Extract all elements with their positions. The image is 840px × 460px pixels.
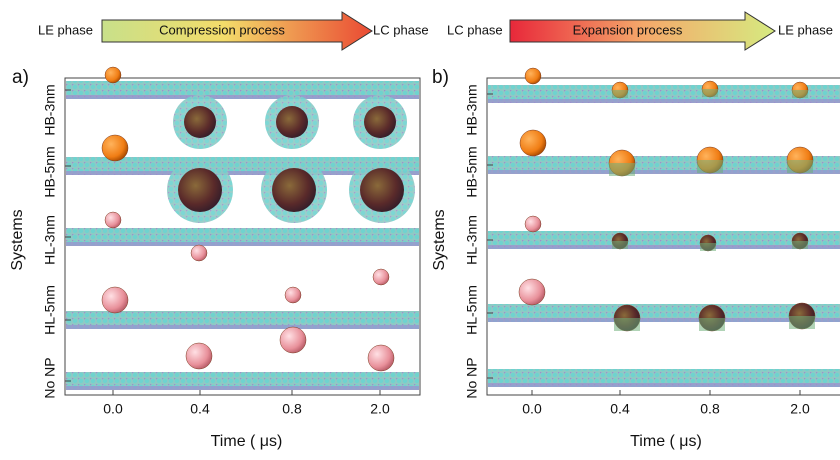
membrane-edge [488, 170, 840, 174]
coating [612, 241, 628, 249]
system-label: HL-5nm [42, 285, 58, 335]
membrane [66, 311, 419, 329]
membrane-edge [66, 386, 419, 390]
membrane-edge [488, 318, 840, 322]
nanoparticle [364, 106, 396, 138]
phase-end: LE phase [778, 22, 833, 37]
membrane [66, 157, 419, 175]
phase-end: LC phase [373, 22, 429, 37]
nanoparticle [518, 278, 546, 306]
system-label: HL-3nm [464, 215, 480, 265]
system-label: HB-3nm [464, 84, 480, 135]
phase-start: LE phase [38, 22, 93, 37]
x-tick-label: 2.0 [790, 401, 810, 417]
membrane [66, 372, 419, 390]
membrane-edge [66, 95, 419, 99]
nanoparticle [104, 66, 122, 84]
coating [702, 89, 718, 97]
x-axis-label: Time ( μs) [211, 433, 283, 450]
coating [792, 90, 808, 98]
nanoparticle [279, 326, 307, 354]
coating [609, 163, 635, 176]
membrane [488, 369, 840, 387]
coating [792, 241, 808, 249]
nanoparticle [104, 211, 122, 229]
x-tick-label: 0.0 [522, 401, 542, 417]
process-arrow [509, 11, 776, 51]
x-tick-label: 0.4 [190, 401, 210, 417]
membrane [488, 85, 840, 103]
coating [697, 160, 723, 173]
membrane [488, 156, 840, 174]
coating [612, 90, 628, 98]
membrane-edge [488, 383, 840, 387]
panel-label: a) [12, 67, 29, 88]
system-label: HB-3nm [42, 84, 58, 135]
membrane-edge [488, 99, 840, 103]
coating [614, 318, 640, 331]
process-arrow [101, 11, 373, 51]
membrane-edge [66, 242, 419, 246]
system-label: HB-5nm [464, 146, 480, 197]
x-tick-label: 0.8 [700, 401, 720, 417]
system-label: No NP [42, 357, 58, 398]
membrane-edge [66, 325, 419, 329]
nanoparticle [284, 286, 302, 304]
nanoparticle [101, 134, 129, 162]
process-label: Expansion process [573, 22, 683, 37]
coating [787, 160, 813, 173]
nanoparticle [184, 106, 216, 138]
membrane [488, 304, 840, 322]
x-tick-label: 0.0 [103, 401, 123, 417]
coating [699, 318, 725, 331]
system-label: HB-5nm [42, 146, 58, 197]
membrane-edge [488, 245, 840, 249]
nanoparticle [276, 106, 308, 138]
membrane [488, 231, 840, 249]
x-tick-label: 2.0 [370, 401, 390, 417]
coating [700, 243, 716, 251]
membrane-edge [66, 171, 419, 175]
phase-start: LC phase [447, 22, 503, 37]
nanoparticle [272, 168, 316, 212]
nanoparticle [101, 286, 129, 314]
y-axis-label: Systems [9, 209, 26, 270]
nanoparticle [360, 168, 404, 212]
x-tick-label: 0.4 [610, 401, 630, 417]
nanoparticle [367, 344, 395, 372]
nanoparticle [190, 244, 208, 262]
coating [789, 316, 815, 329]
nanoparticle [519, 129, 547, 157]
system-label: No NP [464, 357, 480, 398]
nanoparticle [178, 168, 222, 212]
nanoparticle [185, 342, 213, 370]
process-label: Compression process [159, 22, 285, 37]
membrane [66, 81, 419, 99]
nanoparticle [524, 67, 542, 85]
x-axis-label: Time ( μs) [630, 433, 702, 450]
y-axis-label: Systems [431, 209, 448, 270]
system-label: HL-3nm [42, 215, 58, 265]
nanoparticle [524, 215, 542, 233]
panel-label: b) [432, 67, 449, 88]
layer: Compression process LE phase LC phase a) HB-… [9, 11, 840, 450]
system-label: HL-5nm [464, 285, 480, 335]
nanoparticle [372, 268, 390, 286]
membrane [66, 228, 419, 246]
x-tick-label: 0.8 [282, 401, 302, 417]
